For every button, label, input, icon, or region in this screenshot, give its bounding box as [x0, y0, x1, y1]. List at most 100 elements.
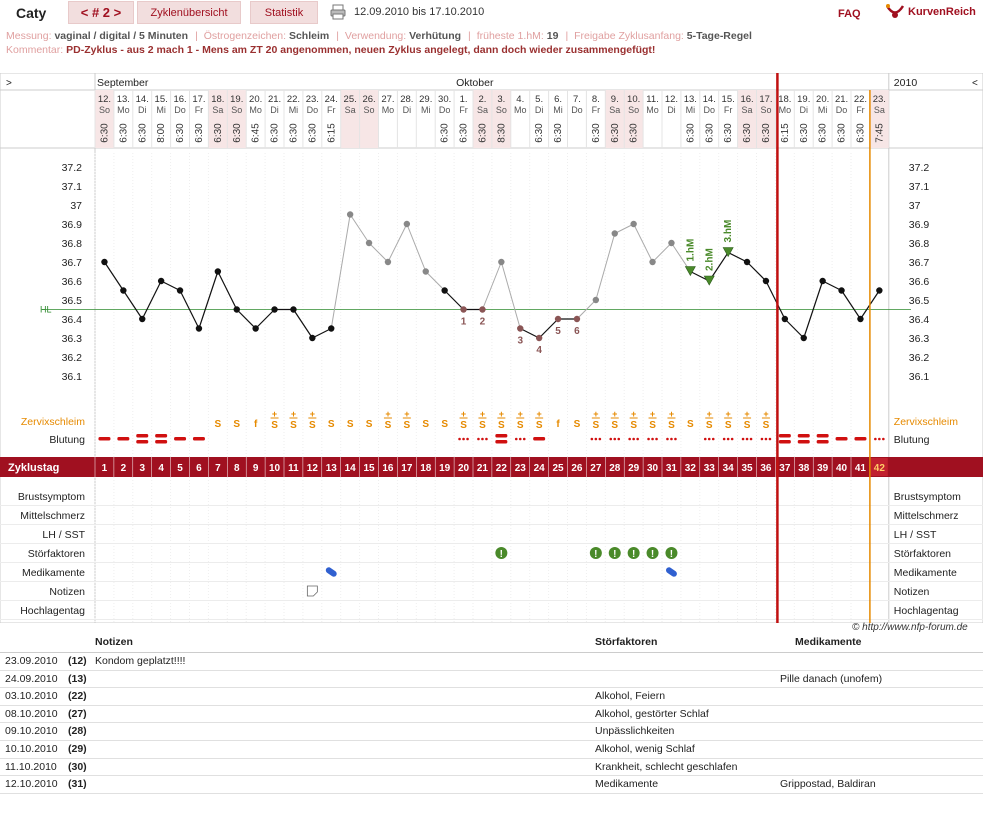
cervix-mark: S	[347, 419, 354, 430]
cervix-mark: S	[271, 420, 278, 431]
temp-curve-segment	[368, 242, 389, 263]
day-date-label: 19.	[230, 94, 243, 105]
cycle-day-number: 10	[269, 463, 281, 474]
cervix-mark: S	[574, 419, 581, 430]
weekend-shade	[227, 90, 247, 148]
temp-point	[233, 306, 240, 313]
temp-curve-segment	[822, 280, 842, 292]
disturbance-icon	[646, 547, 659, 559]
cervix-plus: +	[272, 409, 277, 419]
cervix-mark: S	[744, 420, 751, 431]
day-weekday-label: Mi	[686, 105, 696, 115]
spotting-dot	[730, 437, 734, 441]
day-weekday-label: So	[99, 105, 110, 115]
copyright[interactable]: © http://www.nfp-forum.de	[852, 622, 968, 633]
higher-measure-label: 1.hM	[685, 239, 696, 262]
bleeding-mark	[854, 437, 867, 441]
temp-point	[876, 287, 883, 294]
day-date-label: 1.	[460, 94, 468, 105]
temp-curve-segment	[841, 290, 861, 320]
nav-prev-arrow[interactable]: >	[6, 78, 12, 89]
cycle-day-number: 27	[590, 463, 602, 474]
kurvenreich-logo-icon	[885, 4, 905, 18]
day-date-label: 6.	[554, 94, 562, 105]
spotting-dot	[764, 437, 768, 441]
spotting-dot	[874, 437, 877, 441]
spotting-dot	[609, 437, 613, 441]
temp-curve-segment	[765, 280, 786, 320]
day-date-label: 14.	[703, 94, 716, 105]
bleeding-mark	[816, 440, 829, 444]
temp-point	[668, 239, 675, 247]
cervix-mark: S	[328, 419, 335, 430]
cycle-day-number: 37	[779, 463, 791, 474]
temp-point	[762, 277, 770, 285]
temp-curve-segment	[519, 327, 540, 339]
y-tick-right: 36.5	[909, 295, 930, 307]
temp-point	[309, 334, 316, 342]
y-tick-left: 36.2	[62, 352, 83, 364]
cycle-nav[interactable]: < # 2 >	[68, 1, 134, 24]
temp-point	[346, 211, 354, 218]
cycle-day-number: 2	[121, 463, 127, 474]
spotting-dot	[598, 437, 602, 441]
day-date-label: 7.	[573, 94, 581, 105]
bleeding-mark	[778, 440, 791, 444]
day-date-label: 13.	[117, 94, 130, 105]
day-weekday-label: Do	[439, 105, 451, 115]
day-weekday-label: Sa	[874, 105, 885, 115]
user-name: Caty	[16, 5, 47, 21]
nav-next-arrow[interactable]: <	[972, 78, 978, 89]
cervix-plus: +	[669, 409, 674, 419]
symptom-label-left: Brustsymptom	[18, 491, 85, 503]
cycle-day-number: 30	[647, 463, 659, 474]
note-date: 10.10.2010	[5, 742, 58, 755]
temp-curve-segment	[103, 261, 124, 291]
day-date-label: 15.	[722, 94, 735, 105]
tab-statistics[interactable]: Statistik	[250, 1, 318, 24]
day-date-label: 22.	[287, 94, 300, 105]
temp-curve-segment	[179, 290, 200, 329]
printer-icon[interactable]	[330, 4, 346, 20]
meta-label-earliest: früheste 1.hM:	[476, 30, 544, 42]
y-tick-right: 36.8	[909, 238, 930, 250]
temp-point	[195, 325, 203, 332]
day-weekday-label: So	[231, 105, 242, 115]
temp-point	[554, 315, 562, 323]
cycle-day-number: 14	[345, 463, 357, 474]
day-date-label: 21.	[268, 94, 281, 105]
cervix-mark: S	[687, 419, 694, 430]
y-tick-right: 36.1	[909, 371, 930, 383]
day-date-label: 17.	[759, 94, 772, 105]
tab-cycle-overview[interactable]: Zyklenübersicht	[137, 1, 241, 24]
note-cycle-day: (28)	[68, 725, 87, 738]
temp-curve-segment	[349, 214, 370, 244]
day-weekday-label: So	[760, 105, 771, 115]
cycle-day-number: 33	[704, 463, 716, 474]
notes-table: Notizen Störfaktoren Medikamente 23.09.2…	[0, 634, 983, 794]
day-weekday-label: Do	[174, 105, 186, 115]
day-date-label: 18.	[778, 94, 791, 105]
faq-link[interactable]: FAQ	[838, 8, 861, 20]
y-tick-left: 36.3	[62, 333, 83, 345]
y-tick-right: 36.3	[909, 333, 930, 345]
day-date-label: 25.	[344, 94, 357, 105]
cervix-mark: S	[366, 419, 373, 430]
date-range: 12.09.2010 bis 17.10.2010	[354, 6, 485, 18]
spotting-dot	[594, 437, 598, 441]
day-weekday-label: Di	[800, 105, 809, 115]
bleeding-mark	[98, 437, 111, 441]
symptom-label-left: Mittelschmerz	[20, 510, 85, 522]
cycle-day-number: 26	[571, 463, 583, 474]
temp-point	[479, 306, 486, 313]
cycle-day-title: Zyklustag	[8, 462, 59, 474]
note-disturbance: Alkohol, gestörter Schlaf	[595, 707, 709, 720]
day-date-label: 10.	[627, 94, 640, 105]
bleeding-mark	[816, 434, 829, 438]
temp-curve-segment	[330, 214, 351, 329]
measure-time-label: 6:30	[818, 123, 829, 143]
cervix-label-left: Zervixschleim	[21, 416, 85, 428]
symptom-label-right: Medikamente	[894, 567, 957, 579]
day-weekday-label: Do	[571, 105, 583, 115]
day-weekday-label: Mo	[382, 105, 395, 115]
